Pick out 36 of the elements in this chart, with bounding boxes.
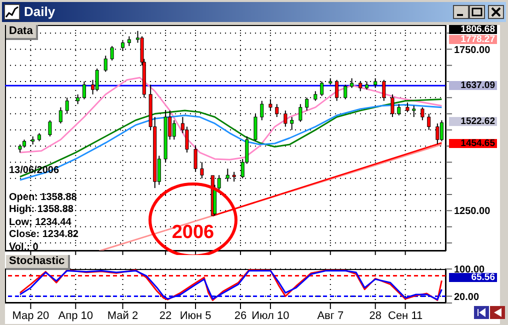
chart-title: Daily	[24, 4, 56, 19]
ref-line-label: 1637.09	[449, 80, 497, 91]
annotation: Low: 1234.44	[9, 216, 72, 229]
candlestick	[127, 36, 131, 46]
candlestick	[298, 104, 302, 122]
x-tick-label: Авг 7	[317, 310, 344, 322]
annotation: Open: 1358.88	[9, 192, 77, 204]
candlestick	[314, 90, 318, 102]
candlestick	[48, 120, 52, 137]
annotation: Close: 1234.82	[9, 229, 78, 242]
candlestick	[284, 110, 288, 128]
y-tick-label: 20.00	[454, 292, 480, 303]
text: 1806.68	[449, 24, 497, 35]
annotation: 2006	[170, 222, 216, 244]
text: 1778.27	[449, 34, 497, 44]
candlestick	[344, 84, 348, 100]
x-tick-label: Апр 10	[58, 310, 93, 322]
candlestick	[58, 106, 62, 124]
x-tick-label: Июл 10	[252, 310, 290, 322]
chart-subtitle: Data	[6, 25, 38, 40]
text: 1454.65	[449, 138, 497, 149]
y-tick-label: 1250.00	[454, 206, 491, 218]
x-tick-label: 26	[234, 310, 247, 322]
x-tick-label: 22	[159, 310, 172, 322]
x-tick-label: Июн 5	[180, 310, 212, 322]
x-tick-label: Мар 20	[12, 310, 50, 322]
y-tick-label: 1750.00	[454, 44, 491, 56]
x-tick-label: 28	[369, 310, 382, 322]
annotation: Vol.: 0	[9, 242, 38, 254]
candlestick	[104, 55, 108, 72]
candlestick	[172, 120, 176, 140]
annotation: High: 1358.88	[9, 204, 74, 216]
x-tick-label: Май 2	[107, 310, 138, 322]
candlestick	[374, 78, 378, 88]
text: 1522.62	[449, 116, 497, 127]
x-tick-label: Сен 11	[388, 310, 423, 322]
